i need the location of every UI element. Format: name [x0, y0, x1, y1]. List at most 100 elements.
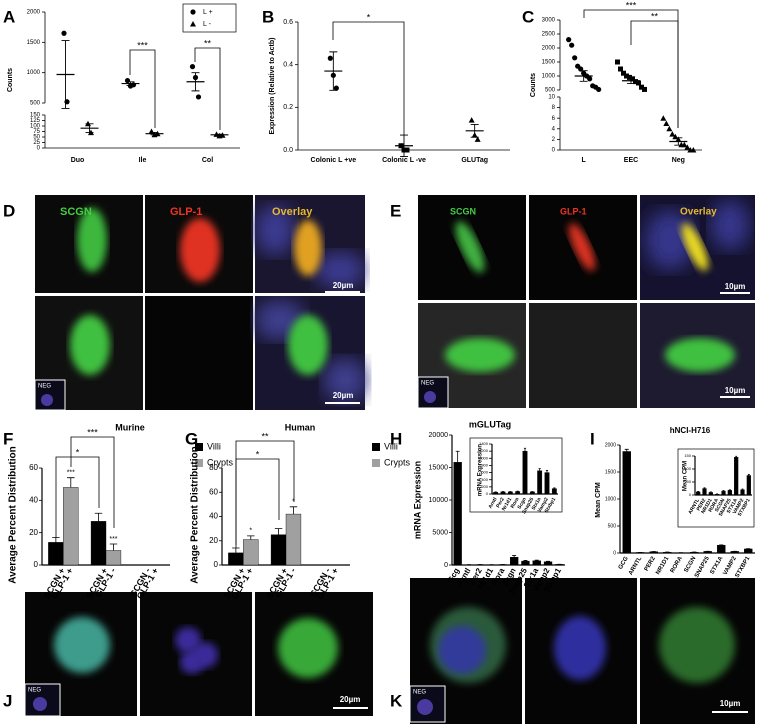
significance-label: **	[651, 11, 659, 21]
x-tick-label: GCG	[618, 556, 630, 571]
x-tick-label: SCGN	[683, 556, 697, 574]
y-tick-label: 0.0	[283, 147, 293, 154]
error-bar	[722, 490, 725, 492]
bar-annotation: ***	[67, 470, 75, 477]
bar	[270, 534, 287, 566]
data-point	[681, 141, 688, 148]
bar	[622, 451, 632, 554]
y-axis-label: Mean CPM	[595, 482, 602, 518]
significance-bracket	[235, 440, 295, 548]
bar	[521, 560, 530, 566]
data-point	[61, 30, 67, 36]
data-point	[642, 86, 647, 92]
chart-title: Murine	[115, 422, 145, 432]
data-point	[569, 42, 575, 48]
nucleus	[41, 394, 53, 406]
error-bar	[747, 474, 750, 476]
bar-annotation: *	[292, 499, 295, 506]
y-tick-label: 10000	[429, 497, 449, 504]
panel-letter: D	[3, 201, 15, 220]
bar	[243, 539, 259, 566]
legend-label: Villi	[207, 441, 221, 451]
y-tick-label: 150	[684, 453, 691, 458]
data-point	[124, 77, 131, 84]
y-tick-label: 15000	[429, 464, 449, 471]
x-tick-label: PER2	[696, 497, 708, 512]
x-tick-label: GLUTag	[461, 157, 488, 164]
error-bar	[546, 560, 551, 562]
error-bar	[232, 547, 240, 553]
data-point	[636, 80, 641, 86]
cell	[568, 223, 596, 271]
bar	[746, 475, 751, 496]
error-bar	[215, 133, 224, 136]
y-tick-label: 800	[481, 462, 488, 467]
error-bar	[728, 489, 731, 491]
nucleus	[645, 210, 695, 270]
bar	[63, 487, 79, 566]
y-tick-label: 150	[30, 113, 41, 119]
nucleus	[417, 699, 433, 715]
error-bar	[697, 490, 700, 492]
data-point	[404, 147, 410, 153]
bar	[717, 544, 726, 554]
error-bar	[109, 543, 118, 551]
x-tick-label: Duo	[71, 157, 85, 164]
nucleus	[175, 627, 201, 653]
error-bar	[289, 506, 298, 515]
nucleus	[710, 200, 750, 250]
error-bar	[52, 537, 60, 543]
y-tick-label: 100	[30, 124, 41, 130]
x-tick-label: PER2	[644, 555, 657, 572]
y-axis-label: mRNA Expression	[412, 461, 422, 539]
micrograph	[529, 303, 637, 408]
x-tick-label: NR1D1	[655, 555, 670, 576]
bar	[734, 457, 739, 496]
legend-swatch	[372, 459, 380, 467]
x-tick-label: RORA	[670, 555, 684, 574]
legend-label: Villi	[384, 441, 398, 451]
cell	[665, 338, 735, 372]
y-tick-label: 0	[689, 492, 692, 497]
y-tick-label: 1000	[542, 74, 556, 80]
data-point	[189, 64, 196, 70]
y-tick-label: 50	[33, 135, 40, 141]
y-axis-label: Expression (Relative to Actb)	[269, 38, 276, 135]
nucleus	[315, 252, 365, 288]
panel-letter: H	[390, 429, 402, 448]
bar	[509, 557, 519, 566]
y-tick-label: 500	[30, 101, 41, 107]
error-bar	[329, 51, 338, 91]
scale-bar-label: 10µm	[725, 282, 746, 291]
nucleus	[323, 358, 367, 402]
x-tick-label: Colonic L +ve	[311, 157, 357, 164]
nucleus	[424, 391, 436, 403]
data-point	[195, 94, 202, 100]
nucleus	[438, 626, 486, 674]
bar	[702, 488, 707, 496]
legend-swatch	[195, 459, 203, 467]
y-tick-label: 6	[552, 116, 556, 122]
data-point	[621, 70, 626, 76]
bar-annotation: ***	[109, 536, 117, 543]
channel-label: SCGN	[60, 206, 92, 218]
scale-bar-label: 20µm	[333, 281, 354, 290]
x-tick-label: Colonic L -ve	[382, 157, 426, 164]
cell	[54, 617, 110, 673]
y-tick-label: 40	[29, 495, 38, 504]
chart-title: Human	[285, 422, 316, 432]
error-bar	[703, 487, 706, 489]
bar	[543, 561, 553, 566]
error-bar	[67, 477, 75, 488]
channel-label: SCGN	[450, 206, 476, 216]
error-bar	[523, 560, 528, 562]
error-bar	[523, 447, 527, 452]
data-point	[468, 117, 475, 123]
x-tick-label: Neg	[672, 157, 685, 164]
panel-letter: A	[3, 7, 15, 26]
bar	[48, 542, 64, 566]
y-tick-label: 0	[444, 562, 448, 569]
panel-letter: E	[390, 201, 401, 220]
panel-letter: F	[3, 429, 13, 448]
data-point	[618, 66, 623, 72]
